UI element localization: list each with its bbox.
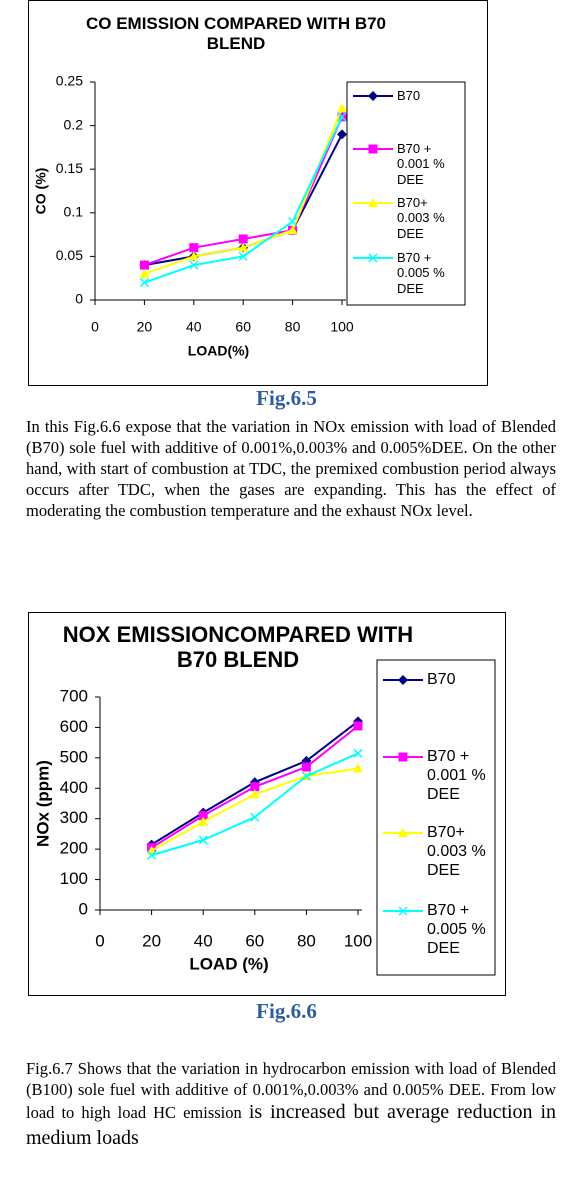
figure-caption: Fig.6.6 <box>256 999 317 1023</box>
data-point <box>198 835 208 845</box>
data-point <box>198 811 208 821</box>
data-point <box>337 103 347 113</box>
chart: NOX EMISSIONCOMPARED WITH B70 BLEND 0 100 2… <box>28 612 506 996</box>
data-point <box>249 789 260 799</box>
y-tick-label: 100 <box>60 869 88 888</box>
legend-marker <box>368 144 378 154</box>
y-tick-label: 0.15 <box>56 160 83 176</box>
x-axis-label: LOAD (%) <box>189 954 268 973</box>
legend-label: B70 + 0.005 % DEE <box>397 249 445 296</box>
y-tick-label: 0 <box>79 899 88 918</box>
chart: CO EMISSION COMPARED WITH B70 BLEND 0 0.05… <box>28 0 488 386</box>
y-tick-label: 700 <box>60 686 88 705</box>
data-point <box>139 278 149 288</box>
legend-marker <box>398 675 408 685</box>
data-point <box>238 234 248 244</box>
x-tick-label: 80 <box>285 319 301 335</box>
x-tick-label: 20 <box>137 319 153 335</box>
legend-box <box>376 659 496 976</box>
data-point <box>238 242 249 252</box>
data-point <box>147 850 157 860</box>
data-point <box>353 748 363 758</box>
data-point <box>301 762 311 772</box>
legend-label-container: B70 + 0.005 % DEE <box>397 249 445 296</box>
data-point <box>188 251 199 261</box>
legend-marker <box>398 906 408 916</box>
x-axis-label: LOAD(%) <box>188 343 249 359</box>
y-tick-label: 0.25 <box>56 73 83 89</box>
legend-label: B70+ 0.003 % DEE <box>397 194 445 241</box>
data-point <box>198 816 209 826</box>
x-tick-label: 100 <box>330 319 354 335</box>
legend-label-container: B70 + 0.001 % DEE <box>397 140 445 187</box>
data-point <box>250 782 260 792</box>
data-point <box>353 763 363 773</box>
title-container: NOX EMISSIONCOMPARED WITH B70 BLEND <box>62 622 414 673</box>
data-point <box>301 771 311 781</box>
legend-label-container: B70 + 0.005 % DEE <box>427 901 486 957</box>
y-tick-label: 200 <box>60 839 88 858</box>
legend-label: B70 + 0.005 % DEE <box>427 901 486 957</box>
x-tick-label: 80 <box>297 931 316 950</box>
legend-marker <box>398 828 408 837</box>
title-container: CO EMISSION COMPARED WITH B70 BLEND <box>85 14 387 53</box>
data-point <box>288 216 298 227</box>
chart-title: CO EMISSION COMPARED WITH B70 BLEND <box>85 14 387 53</box>
data-point <box>189 260 199 270</box>
x-tick-label: 40 <box>194 931 213 950</box>
x-tick-label: 20 <box>142 931 161 950</box>
legend-label: B70 <box>427 670 456 688</box>
y-tick-label: 400 <box>60 778 88 797</box>
paragraph: In this Fig.6.6 expose that the variatio… <box>26 417 556 521</box>
legend-label: B70 <box>397 87 421 103</box>
y-axis-label: NOx (ppm) <box>33 760 52 847</box>
legend-marker <box>368 198 378 207</box>
chart-title: NOX EMISSIONCOMPARED WITH B70 BLEND <box>62 622 414 673</box>
x-tick-label: 40 <box>186 319 202 335</box>
y-tick-label: 0.05 <box>56 247 83 263</box>
legend-label: B70+ 0.003 % DEE <box>427 823 486 879</box>
x-tick-label: 60 <box>235 319 251 335</box>
data-point <box>139 268 150 278</box>
data-point <box>337 112 347 122</box>
data-point <box>189 243 199 253</box>
data-point <box>238 251 248 261</box>
y-tick-label: 600 <box>60 717 88 736</box>
legend-label: B70 + 0.001 % DEE <box>397 140 445 187</box>
legend-marker <box>368 253 378 263</box>
y-tick-label: 0.1 <box>64 204 84 220</box>
data-point <box>287 225 298 235</box>
x-tick-label: 0 <box>95 931 104 950</box>
y-axis-label: CO (%) <box>33 168 49 215</box>
legend-marker <box>398 752 408 762</box>
paragraph-text: Fig.6.7 Shows that the variation in hydr… <box>26 1059 556 1123</box>
y-tick-label: 500 <box>60 747 88 766</box>
y-tick-label: 0 <box>75 291 83 307</box>
data-point <box>301 755 312 766</box>
legend-label: B70 + 0.001 % DEE <box>427 747 486 803</box>
legend-label-container: B70+ 0.003 % DEE <box>397 194 445 241</box>
data-point <box>139 260 149 270</box>
y-tick-label: 300 <box>60 808 88 827</box>
legend-label-container: B70 <box>397 87 421 103</box>
x-tick-label: 100 <box>344 931 372 950</box>
paragraph-text: is increased but average reduction in me… <box>26 1101 557 1149</box>
legend-box <box>346 81 466 306</box>
x-tick-label: 0 <box>91 319 99 335</box>
legend-label-container: B70+ 0.003 % DEE <box>427 823 486 879</box>
x-tick-label: 60 <box>245 931 264 950</box>
data-point <box>337 129 347 140</box>
legend-marker <box>368 91 378 101</box>
data-point <box>250 812 260 822</box>
legend-label-container: B70 + 0.001 % DEE <box>427 747 486 803</box>
data-point <box>353 721 363 731</box>
figure-caption: Fig.6.5 <box>256 386 317 410</box>
legend-label-container: B70 <box>427 670 456 688</box>
y-tick-label: 0.2 <box>64 116 84 132</box>
paragraph: Fig.6.7 Shows that the variation in hydr… <box>26 1058 556 1151</box>
